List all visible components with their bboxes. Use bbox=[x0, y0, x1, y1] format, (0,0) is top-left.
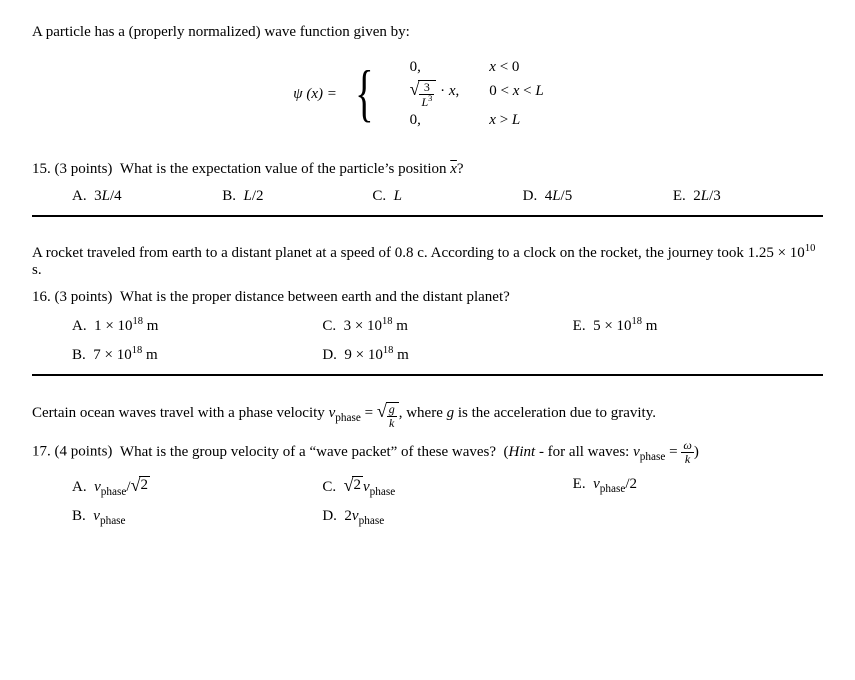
option: A. 3L/4 bbox=[72, 188, 222, 205]
q17-col-a: A. vphase/√2 B. vphase bbox=[72, 476, 322, 527]
option: C. 3 × 1018 m bbox=[322, 316, 572, 335]
block2-intro: A rocket traveled from earth to a distan… bbox=[32, 243, 823, 279]
option: A. 1 × 1018 m bbox=[72, 316, 322, 335]
q16-col-a: A. 1 × 1018 m B. 7 × 1018 m bbox=[72, 316, 322, 364]
q17-prefix: 17. (4 points) bbox=[32, 444, 112, 460]
option: D. 2vphase bbox=[322, 508, 572, 527]
block1-intro: A particle has a (properly normalized) w… bbox=[32, 24, 823, 41]
q17-options: A. vphase/√2 B. vphase C. √2vphase D. 2vph… bbox=[72, 476, 823, 527]
q16-text: What is the proper distance between eart… bbox=[120, 289, 510, 305]
option: E. 5 × 1018 m bbox=[573, 316, 823, 335]
q15-options: A. 3L/4B. L/2C. LD. 4L/5E. 2L/3 bbox=[72, 188, 823, 205]
q16-col-b: C. 3 × 1018 m D. 9 × 1018 m bbox=[322, 316, 572, 364]
q16-prefix: 16. (3 points) bbox=[32, 289, 112, 305]
q17-col-b: C. √2vphase D. 2vphase bbox=[322, 476, 572, 527]
case-cond: x > L bbox=[477, 112, 555, 129]
block3-intro: Certain ocean waves travel with a phase … bbox=[32, 402, 823, 429]
option: E. vphase/2 bbox=[573, 476, 823, 495]
case-cond: x < 0 bbox=[477, 59, 555, 76]
option: B. 7 × 1018 m bbox=[72, 345, 322, 364]
option: B. L/2 bbox=[222, 188, 372, 205]
brace-icon: { bbox=[355, 67, 373, 118]
q17: 17. (4 points) What is the group velocit… bbox=[32, 439, 823, 465]
case-cond: 0 < x < L bbox=[477, 80, 555, 108]
divider-2 bbox=[32, 374, 823, 376]
wavefunction-equation: ψ (x) = { 0, x < 0 √3L3 · x,0 < x < L 0, x >… bbox=[32, 55, 823, 133]
psi-lhs: ψ (x) = bbox=[293, 86, 337, 103]
q16-options: A. 1 × 1018 m B. 7 × 1018 m C. 3 × 1018 m… bbox=[72, 316, 823, 364]
q15-text: What is the expectation value of the par… bbox=[120, 161, 464, 177]
q15-prefix: 15. (3 points) bbox=[32, 161, 112, 177]
case-expr: 0, bbox=[398, 112, 472, 129]
q17-col-c: E. vphase/2 bbox=[573, 476, 823, 527]
option: A. vphase/√2 bbox=[72, 476, 322, 498]
q17-text: What is the group velocity of a “wave pa… bbox=[120, 444, 699, 460]
q16-col-c: E. 5 × 1018 m bbox=[573, 316, 823, 364]
divider-1 bbox=[32, 215, 823, 217]
option: D. 9 × 1018 m bbox=[322, 345, 572, 364]
option: D. 4L/5 bbox=[523, 188, 673, 205]
option: C. L bbox=[372, 188, 522, 205]
q15: 15. (3 points) What is the expectation v… bbox=[32, 161, 823, 178]
option: C. √2vphase bbox=[322, 476, 572, 498]
case-expr: 0, bbox=[398, 59, 472, 76]
option: B. vphase bbox=[72, 508, 322, 527]
option: E. 2L/3 bbox=[673, 188, 823, 205]
q16: 16. (3 points) What is the proper distan… bbox=[32, 289, 823, 306]
piecewise-cases: 0, x < 0 √3L3 · x,0 < x < L 0, x > L bbox=[392, 55, 562, 133]
case-expr: √3L3 · x, bbox=[398, 80, 472, 108]
